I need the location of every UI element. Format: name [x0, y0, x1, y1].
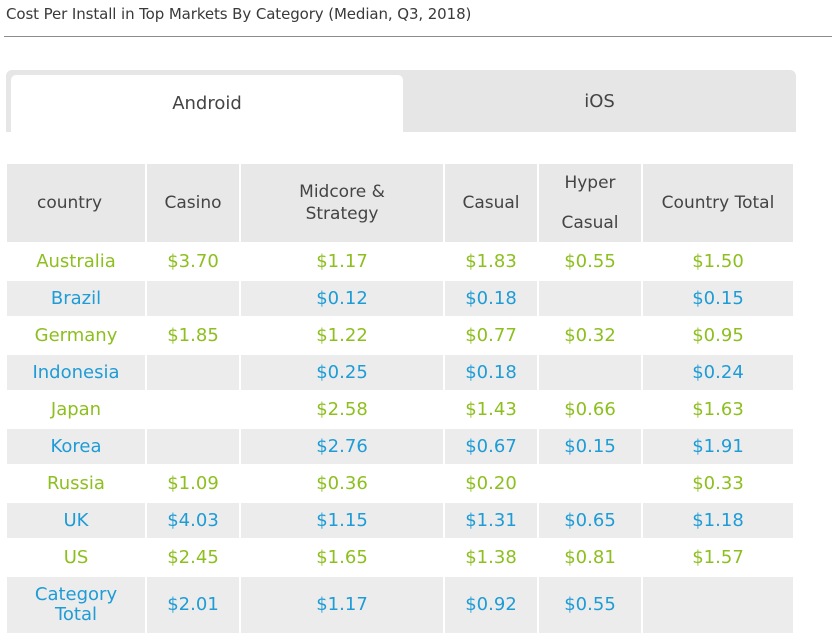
cell-category-total-label: Category Total [7, 575, 145, 633]
table-row: Brazil $0.12 $0.18 $0.15 [7, 279, 793, 316]
cell-country: Russia [7, 464, 145, 501]
table-body: Australia $3.70 $1.17 $1.83 $0.55 $1.50 Brazil… [7, 242, 793, 633]
category-total-row: Category Total $2.01 $1.17 $0.92 $0.55 [7, 575, 793, 633]
cell-country: Australia [7, 242, 145, 279]
cell-midcore: $0.36 [241, 464, 443, 501]
cell-midcore: $1.15 [241, 501, 443, 538]
cell-country: Brazil [7, 279, 145, 316]
cell-casino: $4.03 [147, 501, 239, 538]
table-row: Japan $2.58 $1.43 $0.66 $1.63 [7, 390, 793, 427]
cell-casual: $1.31 [445, 501, 537, 538]
cell-casual: $1.38 [445, 538, 537, 575]
cell-casual: $0.18 [445, 353, 537, 390]
hyper-casual-line1: Hyper [564, 173, 616, 193]
cell-casino: $1.09 [147, 464, 239, 501]
cell-midcore: $1.65 [241, 538, 443, 575]
cell-country: UK [7, 501, 145, 538]
cell-casino: $1.85 [147, 316, 239, 353]
cell-country-total: $1.50 [643, 242, 793, 279]
cell-midcore: $2.76 [241, 427, 443, 464]
tab-android[interactable]: Android [11, 75, 403, 132]
cell-casino [147, 427, 239, 464]
cell-country: Indonesia [7, 353, 145, 390]
cpi-table: country Casino Midcore & Strategy Casual… [5, 164, 795, 633]
cell-hyper-casual [539, 353, 641, 390]
table-header-row: country Casino Midcore & Strategy Casual… [7, 164, 793, 242]
cell-hyper-casual [539, 279, 641, 316]
cell-casual: $0.92 [445, 575, 537, 633]
cell-casino: $2.45 [147, 538, 239, 575]
table-row: Indonesia $0.25 $0.18 $0.24 [7, 353, 793, 390]
cell-casual: $0.18 [445, 279, 537, 316]
cell-hyper-casual: $0.15 [539, 427, 641, 464]
cell-casual: $0.77 [445, 316, 537, 353]
platform-tab-bar: Android iOS [6, 70, 796, 132]
cell-country-total: $1.63 [643, 390, 793, 427]
cell-country-total [643, 575, 793, 633]
cell-casino: $3.70 [147, 242, 239, 279]
cell-casual: $1.83 [445, 242, 537, 279]
table-row: US $2.45 $1.65 $1.38 $0.81 $1.57 [7, 538, 793, 575]
col-header-midcore[interactable]: Midcore & Strategy [241, 164, 443, 242]
cell-country-total: $0.24 [643, 353, 793, 390]
cell-casino: $2.01 [147, 575, 239, 633]
cell-country-total: $1.91 [643, 427, 793, 464]
cell-country-total: $0.15 [643, 279, 793, 316]
cell-midcore: $1.22 [241, 316, 443, 353]
cell-casino [147, 279, 239, 316]
col-header-country[interactable]: country [7, 164, 145, 242]
table-row: Australia $3.70 $1.17 $1.83 $0.55 $1.50 [7, 242, 793, 279]
cell-hyper-casual: $0.55 [539, 575, 641, 633]
cell-casual: $0.20 [445, 464, 537, 501]
table-row: Germany $1.85 $1.22 $0.77 $0.32 $0.95 [7, 316, 793, 353]
cell-hyper-casual: $0.66 [539, 390, 641, 427]
cell-country-total: $0.95 [643, 316, 793, 353]
cell-country: Japan [7, 390, 145, 427]
cell-hyper-casual: $0.65 [539, 501, 641, 538]
cell-casual: $1.43 [445, 390, 537, 427]
title-divider [4, 36, 832, 37]
cell-casual: $0.67 [445, 427, 537, 464]
cell-hyper-casual: $0.81 [539, 538, 641, 575]
cell-midcore: $1.17 [241, 575, 443, 633]
col-header-casino[interactable]: Casino [147, 164, 239, 242]
table-row: Korea $2.76 $0.67 $0.15 $1.91 [7, 427, 793, 464]
table-row: Russia $1.09 $0.36 $0.20 $0.33 [7, 464, 793, 501]
cell-country: US [7, 538, 145, 575]
cell-midcore: $0.25 [241, 353, 443, 390]
cell-country: Germany [7, 316, 145, 353]
page-title: Cost Per Install in Top Markets By Categ… [6, 5, 472, 23]
cell-casino [147, 353, 239, 390]
cell-casino [147, 390, 239, 427]
cell-hyper-casual: $0.55 [539, 242, 641, 279]
table-row: UK $4.03 $1.15 $1.31 $0.65 $1.18 [7, 501, 793, 538]
cell-country: Korea [7, 427, 145, 464]
col-header-country-total[interactable]: Country Total [643, 164, 793, 242]
cell-midcore: $1.17 [241, 242, 443, 279]
cell-midcore: $0.12 [241, 279, 443, 316]
tab-ios[interactable]: iOS [584, 90, 615, 112]
cell-country-total: $1.18 [643, 501, 793, 538]
col-header-casual[interactable]: Casual [445, 164, 537, 242]
col-header-hyper-casual[interactable]: Hyper Casual [539, 164, 641, 242]
hyper-casual-line2: Casual [561, 213, 619, 233]
cell-country-total: $0.33 [643, 464, 793, 501]
cell-hyper-casual [539, 464, 641, 501]
cell-midcore: $2.58 [241, 390, 443, 427]
cell-hyper-casual: $0.32 [539, 316, 641, 353]
cell-country-total: $1.57 [643, 538, 793, 575]
